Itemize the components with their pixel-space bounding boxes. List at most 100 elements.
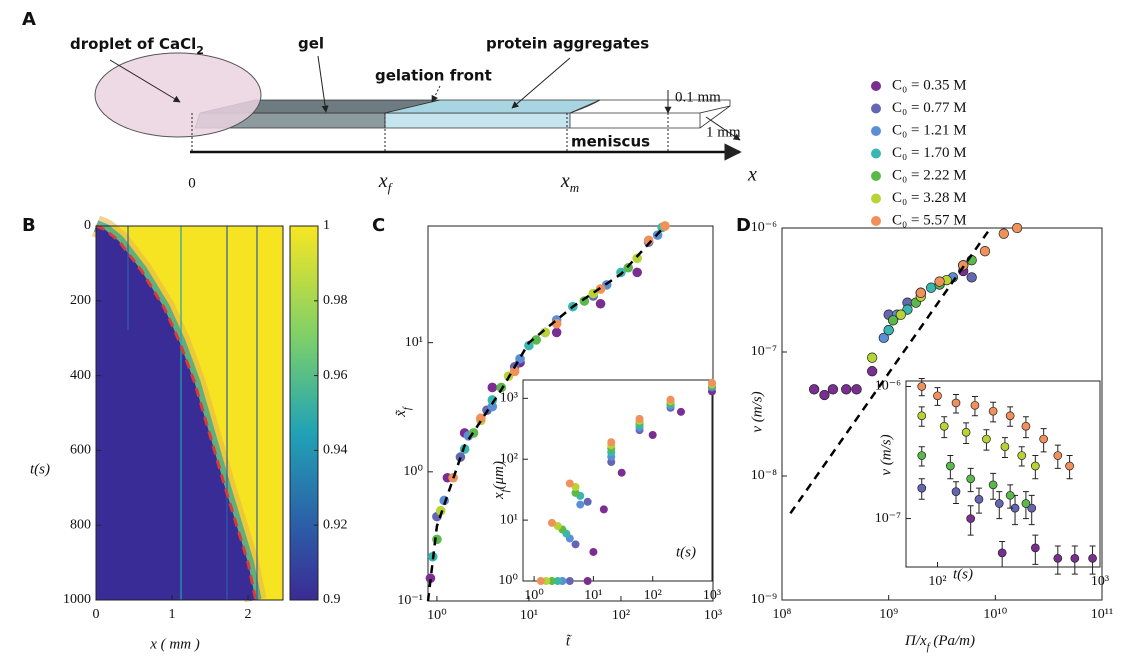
x-tick-label: 10¹ xyxy=(520,608,538,623)
y-axis-label-part: f xyxy=(402,405,413,410)
x-axis-label: t(s) xyxy=(953,566,973,582)
data-point xyxy=(547,577,556,585)
x-tick-label: 0 xyxy=(93,607,100,622)
y-tick-label: 10³ xyxy=(500,391,518,406)
legend-label: C₀ = 1.21 M xyxy=(892,122,967,138)
data-point xyxy=(565,577,574,585)
data-point xyxy=(666,395,675,404)
data-point xyxy=(496,382,507,393)
data-point xyxy=(878,332,889,344)
x-axis-label: x ( mm ) xyxy=(149,636,200,652)
plot-frame xyxy=(781,227,1103,601)
data-point xyxy=(966,474,976,484)
data-point xyxy=(988,406,998,416)
x-axis-label-part: f xyxy=(927,642,932,653)
y-tick-label: 400 xyxy=(70,368,91,383)
data-point xyxy=(617,468,626,477)
legend-marker xyxy=(871,148,881,159)
y-tick-label: 200 xyxy=(70,293,91,308)
diagram: droplet of CaCl2 gel gelation front prot… xyxy=(70,35,757,196)
legend-label: C₀ = 5.57 M xyxy=(892,212,967,228)
data-point xyxy=(455,452,466,462)
colorbar xyxy=(289,225,319,601)
data-point xyxy=(887,315,899,326)
colorbar-tick-label: 0.92 xyxy=(323,517,348,532)
data-point xyxy=(917,451,927,460)
panel-label: D xyxy=(736,215,751,236)
legend-marker xyxy=(871,126,881,136)
data-point xyxy=(487,401,498,412)
data-point xyxy=(961,427,971,437)
y-axis-label: v (m/s) xyxy=(749,391,765,432)
colorbar-tick-label: 0.94 xyxy=(323,443,348,458)
data-point xyxy=(819,389,830,401)
legend-label: C₀ = 3.28 M xyxy=(892,190,967,206)
x-tick-label: 10² xyxy=(644,588,662,603)
panel-label: B xyxy=(22,215,36,236)
data-point xyxy=(866,352,878,363)
y-tick-label: 10¹ xyxy=(500,512,518,527)
data-point xyxy=(565,479,574,488)
plot-frame xyxy=(522,379,713,582)
data-point xyxy=(648,430,657,439)
diagram-label: gelation front xyxy=(375,67,492,85)
y-tick-label: 0 xyxy=(84,218,91,233)
data-point xyxy=(583,497,592,506)
data-point xyxy=(933,391,942,401)
data-point xyxy=(883,325,894,336)
x-tick-label: 1 xyxy=(169,607,176,622)
data-point xyxy=(1053,553,1063,563)
data-point xyxy=(607,438,616,447)
y-tick-label: 10⁰ xyxy=(403,464,423,479)
y-tick-label: 600 xyxy=(70,443,91,458)
data-point xyxy=(536,577,545,585)
legend-label: C₀ = 0.77 M xyxy=(892,100,967,116)
y-tick-label: 10¹ xyxy=(405,335,423,350)
x-tick-label: 10¹ xyxy=(584,588,602,603)
data-point xyxy=(632,253,642,264)
data-point xyxy=(515,353,525,364)
data-point xyxy=(531,335,542,345)
data-point xyxy=(1005,411,1015,421)
x-axis-label: t̃ xyxy=(566,633,572,649)
data-point xyxy=(1027,503,1037,513)
legend-marker xyxy=(871,81,881,91)
data-point xyxy=(1065,461,1074,471)
colorbar-tick-label: 0.96 xyxy=(323,368,348,383)
heatmap-gel-region xyxy=(96,226,256,600)
data-point xyxy=(1000,442,1010,452)
x-axis-label-part: (Pa/m) xyxy=(930,633,975,649)
y-tick-label: 1000 xyxy=(63,592,91,607)
y-tick-label: 10⁰ xyxy=(498,573,518,588)
data-point xyxy=(547,518,556,527)
data-point xyxy=(1021,421,1031,431)
y-axis-label: xf(μm) xyxy=(491,461,510,500)
y-tick-label: 10² xyxy=(500,451,518,466)
y-tick-label: 10⁻⁹ xyxy=(751,592,777,607)
axis-label: 0 xyxy=(188,175,196,191)
data-point xyxy=(994,499,1004,508)
data-point xyxy=(1088,553,1097,563)
x-tick-label: 10³ xyxy=(704,608,722,623)
data-point xyxy=(851,384,862,395)
diagram-label: protein aggregates xyxy=(486,35,649,53)
diagram-label: 1 mm xyxy=(706,124,741,140)
data-point xyxy=(970,400,980,410)
data-point xyxy=(676,407,685,416)
data-point xyxy=(1030,543,1040,553)
data-point xyxy=(553,577,562,585)
plot-frame xyxy=(95,225,284,601)
data-point xyxy=(951,487,961,496)
axis-label: xf xyxy=(378,170,394,196)
axis-label: x xyxy=(747,164,757,186)
diagram-label: gel xyxy=(298,35,324,53)
data-point xyxy=(571,482,580,491)
diagram-label: droplet of CaCl2 xyxy=(70,35,204,57)
data-point xyxy=(974,494,984,504)
data-point xyxy=(435,505,446,516)
data-point xyxy=(917,483,927,493)
x-tick-label: 10⁰ xyxy=(427,608,447,623)
data-point xyxy=(917,382,927,391)
data-point xyxy=(1011,222,1023,234)
